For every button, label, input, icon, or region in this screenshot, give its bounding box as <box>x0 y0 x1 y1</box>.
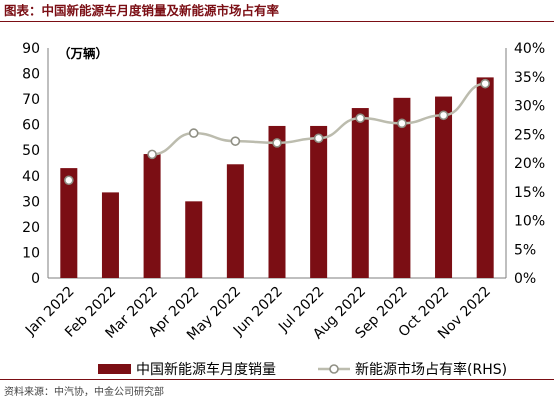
left-tick-label: 30 <box>22 194 40 210</box>
bar <box>143 154 161 278</box>
share-point <box>397 118 407 129</box>
right-tick-label: 40% <box>514 41 545 57</box>
left-tick-label: 50 <box>22 143 40 159</box>
left-tick-label: 0 <box>31 271 40 287</box>
right-tick-label: 10% <box>514 214 545 230</box>
left-tick-label: 60 <box>22 118 40 134</box>
bar <box>60 168 78 278</box>
right-tick-label: 15% <box>514 185 545 201</box>
chart-title: 图表：中国新能源车月度销量及新能源市场占有率 <box>4 3 280 18</box>
footer-divider <box>0 379 554 380</box>
right-tick-label: 5% <box>514 242 536 258</box>
bar <box>351 108 369 278</box>
bar <box>101 192 119 278</box>
source-note: 资料来源：中汽协，中金公司研究部 <box>4 387 164 398</box>
right-tick-label: 20% <box>514 156 545 172</box>
legend-line-marker <box>329 364 339 374</box>
share-point <box>230 136 241 146</box>
legend-line-label: 新能源市场占有率(RHS) <box>355 361 507 378</box>
left-axis-unit-label: （万辆） <box>58 46 108 61</box>
left-tick-label: 90 <box>22 41 40 57</box>
legend-bar-label: 中国新能源车月度销量 <box>136 361 276 378</box>
left-tick-label: 20 <box>22 220 40 236</box>
right-tick-label: 35% <box>514 70 545 86</box>
left-tick-label: 80 <box>22 67 40 83</box>
right-tick-label: 30% <box>514 99 545 115</box>
right-tick-label: 0% <box>514 271 536 287</box>
left-tick-label: 70 <box>22 92 40 108</box>
share-point <box>188 128 199 138</box>
left-tick-label: 40 <box>22 169 40 185</box>
left-tick-label: 10 <box>22 245 40 261</box>
right-tick-label: 25% <box>514 127 545 143</box>
bar <box>226 164 244 278</box>
bar <box>185 201 203 278</box>
share-point <box>438 110 449 121</box>
bar <box>393 97 411 278</box>
bar <box>310 125 328 278</box>
bar <box>476 77 494 278</box>
title-divider <box>0 21 554 22</box>
share-point <box>355 113 366 123</box>
legend-bar-swatch <box>98 364 131 374</box>
share-point <box>147 149 157 160</box>
bar <box>268 125 286 278</box>
share-point <box>64 175 74 186</box>
bar <box>435 96 453 278</box>
share-point <box>272 138 282 148</box>
share-point <box>480 78 490 89</box>
share-point <box>313 133 324 144</box>
